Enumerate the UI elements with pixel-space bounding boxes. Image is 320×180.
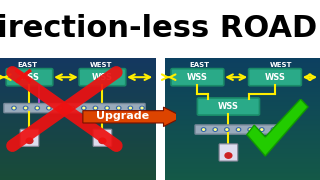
Circle shape: [35, 106, 39, 110]
Circle shape: [13, 107, 15, 109]
Polygon shape: [247, 99, 308, 156]
FancyBboxPatch shape: [93, 129, 112, 146]
FancyBboxPatch shape: [197, 98, 260, 115]
Circle shape: [273, 129, 274, 130]
Circle shape: [25, 107, 27, 109]
Circle shape: [201, 128, 206, 131]
Text: Direction-less ROADM: Direction-less ROADM: [0, 14, 320, 43]
FancyBboxPatch shape: [79, 69, 126, 86]
Circle shape: [260, 128, 264, 131]
Circle shape: [83, 107, 85, 109]
Circle shape: [26, 138, 33, 143]
Circle shape: [203, 129, 204, 130]
Circle shape: [128, 106, 132, 110]
FancyBboxPatch shape: [20, 129, 39, 146]
Circle shape: [48, 107, 50, 109]
Circle shape: [36, 107, 38, 109]
Text: WEST: WEST: [270, 62, 292, 68]
Circle shape: [106, 107, 108, 109]
FancyBboxPatch shape: [6, 69, 53, 86]
Text: WSS: WSS: [92, 73, 113, 82]
Circle shape: [226, 129, 228, 130]
Circle shape: [236, 128, 241, 131]
Text: Upgrade: Upgrade: [96, 111, 149, 122]
Circle shape: [70, 106, 74, 110]
Circle shape: [99, 138, 106, 143]
FancyBboxPatch shape: [171, 69, 224, 86]
Circle shape: [71, 107, 73, 109]
FancyBboxPatch shape: [249, 69, 301, 86]
Text: WSS: WSS: [218, 102, 239, 111]
Circle shape: [225, 128, 229, 131]
Circle shape: [261, 129, 263, 130]
Circle shape: [118, 107, 120, 109]
Circle shape: [248, 128, 252, 131]
Text: WSS: WSS: [19, 73, 40, 82]
Circle shape: [249, 129, 251, 130]
FancyBboxPatch shape: [4, 103, 145, 113]
Text: WEST: WEST: [90, 62, 112, 68]
Circle shape: [23, 106, 28, 110]
Circle shape: [225, 153, 232, 158]
Circle shape: [12, 106, 16, 110]
Text: WSS: WSS: [265, 73, 285, 82]
Circle shape: [94, 107, 96, 109]
Circle shape: [105, 106, 109, 110]
Circle shape: [60, 107, 61, 109]
Circle shape: [213, 128, 217, 131]
Circle shape: [140, 106, 144, 110]
FancyBboxPatch shape: [195, 125, 282, 134]
Circle shape: [82, 106, 86, 110]
Circle shape: [141, 107, 143, 109]
Text: EAST: EAST: [189, 62, 209, 68]
Circle shape: [237, 129, 239, 130]
FancyBboxPatch shape: [219, 144, 238, 161]
Circle shape: [116, 106, 121, 110]
FancyArrow shape: [83, 107, 183, 127]
Circle shape: [58, 106, 63, 110]
Text: EAST: EAST: [18, 62, 38, 68]
Circle shape: [93, 106, 98, 110]
Circle shape: [271, 128, 276, 131]
Circle shape: [214, 129, 216, 130]
Circle shape: [129, 107, 131, 109]
Text: WSS: WSS: [187, 73, 208, 82]
Circle shape: [47, 106, 51, 110]
